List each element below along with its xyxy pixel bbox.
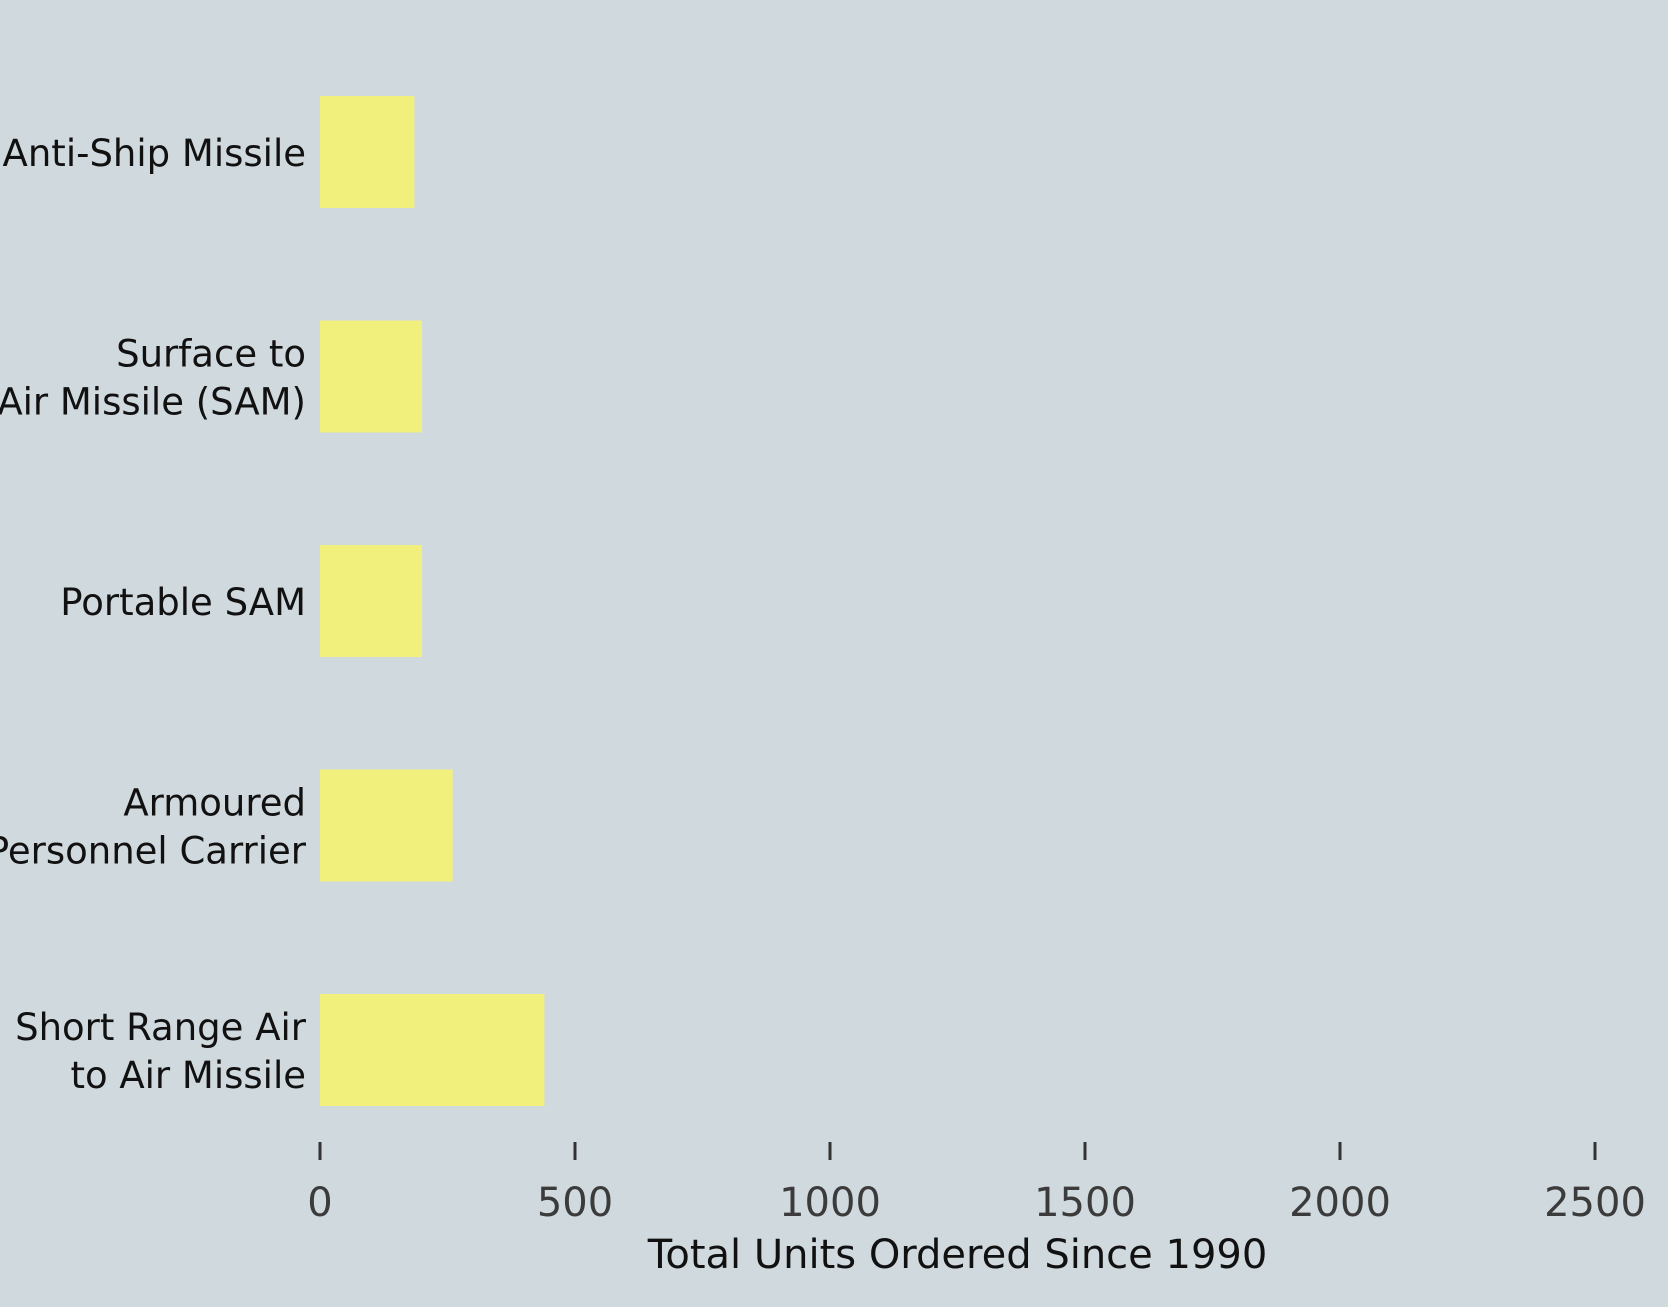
bar (320, 320, 422, 433)
bars-layer (320, 96, 545, 1106)
bar (320, 769, 453, 882)
category-label: to Air Missile (70, 1054, 306, 1097)
x-tick-label: 1000 (779, 1180, 881, 1226)
category-label: Portable SAM (60, 581, 306, 624)
category-label: Surface to (116, 333, 306, 376)
category-label: Personnel Carrier (0, 830, 307, 873)
bar (320, 96, 415, 208)
x-tick-label: 1500 (1034, 1180, 1136, 1226)
category-label: Air Missile (SAM) (0, 381, 306, 424)
x-tick-label: 0 (307, 1180, 332, 1226)
x-tick-label: 2000 (1289, 1180, 1391, 1226)
bar (320, 994, 545, 1106)
x-axis-title: Total Units Ordered Since 1990 (647, 1232, 1268, 1278)
category-label: Anti-Ship Missile (3, 132, 306, 175)
x-tick-label: 500 (537, 1180, 613, 1226)
x-axis: 0 500 1000 1500 2000 2500 (307, 1142, 1646, 1226)
x-tick-label: 2500 (1544, 1180, 1646, 1226)
category-labels: Anti-Ship Missile Surface to Air Missile (… (0, 132, 307, 1097)
category-label: Short Range Air (15, 1006, 307, 1049)
category-label: Armoured (123, 782, 306, 825)
bar (320, 545, 422, 657)
